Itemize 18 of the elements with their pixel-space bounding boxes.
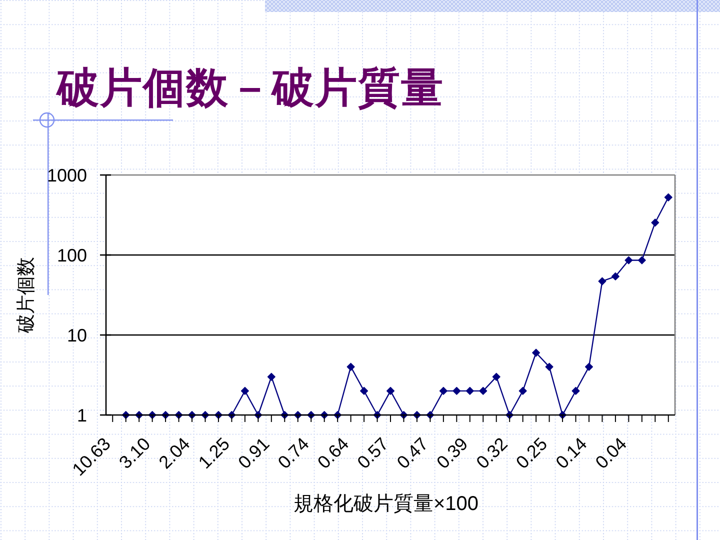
x-tick-label: 0.04 bbox=[592, 434, 631, 473]
x-tick-label: 0.91 bbox=[234, 434, 274, 473]
x-axis-title: 規格化破片質量×100 bbox=[293, 493, 479, 515]
x-tick-label: 0.64 bbox=[314, 434, 353, 473]
chart-title: 破片個数－破片質量 bbox=[55, 64, 444, 111]
y-tick-label: 100 bbox=[56, 245, 87, 266]
y-tick-label: 10 bbox=[66, 325, 87, 346]
x-tick-label: 0.74 bbox=[274, 434, 313, 473]
y-tick-label: 1000 bbox=[46, 165, 87, 186]
x-tick-label: 3.10 bbox=[115, 434, 154, 473]
x-tick-label: 0.39 bbox=[432, 434, 472, 473]
y-tick-label: 1 bbox=[76, 405, 87, 426]
x-tick-label: 0.25 bbox=[512, 434, 552, 473]
x-tick-label: 0.32 bbox=[472, 434, 512, 473]
x-tick-label: 0.57 bbox=[353, 434, 392, 473]
x-tick-label: 0.14 bbox=[552, 434, 591, 473]
y-axis-title: 破片個数 bbox=[16, 257, 37, 334]
x-tick-label: 0.47 bbox=[393, 434, 432, 473]
